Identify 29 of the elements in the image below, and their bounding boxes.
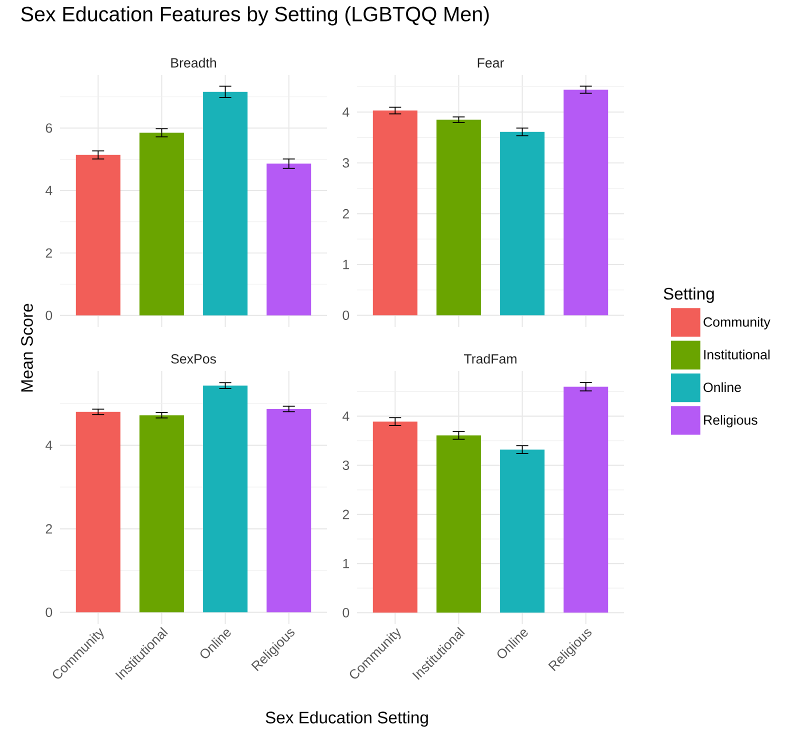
legend-label: Community <box>704 316 770 330</box>
chart-title: TradFam <box>464 354 516 364</box>
chart-title: Fear <box>478 58 504 68</box>
legend-title: Setting <box>664 287 714 303</box>
y-tick-label: 0 <box>342 608 350 618</box>
y-tick-label: 4 <box>46 186 52 196</box>
y-tick-label: 2 <box>46 524 52 534</box>
y-tick-label: 0 <box>46 608 52 618</box>
y-tick-label: 2 <box>342 209 349 218</box>
legend-label: Institutional <box>704 350 770 360</box>
y-tick-label: 1 <box>343 558 349 568</box>
y-tick-label: 2 <box>342 510 349 520</box>
y-tick-label: 4 <box>342 412 350 421</box>
chart-title: SexPos <box>171 354 216 364</box>
y-tick-label: 2 <box>46 248 52 258</box>
y-tick-label: 4 <box>342 107 350 117</box>
chart-title: Breadth <box>171 58 216 68</box>
y-tick-label: 3 <box>342 158 350 168</box>
y-tick-label: 6 <box>46 123 52 133</box>
x-axis-title: Sex Education Setting <box>266 711 428 727</box>
y-axis-title: Mean Score <box>21 304 33 392</box>
y-tick-label: 0 <box>342 310 350 320</box>
y-tick-label: 3 <box>342 460 350 470</box>
legend-label: Online <box>704 382 741 392</box>
legend-label: Religious <box>704 414 758 428</box>
y-tick-label: 1 <box>343 260 349 270</box>
y-tick-label: 4 <box>46 440 52 450</box>
text: Sex Education Features by Setting (LGBTQQ Men) <box>21 6 489 26</box>
y-tick-label: 0 <box>46 310 52 320</box>
